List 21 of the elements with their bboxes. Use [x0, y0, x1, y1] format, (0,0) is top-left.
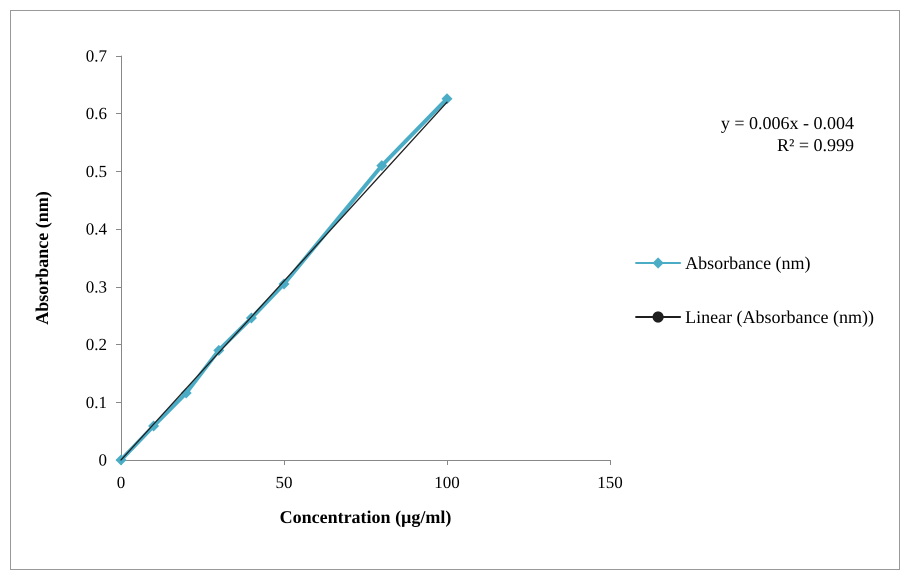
point [116, 454, 126, 466]
legend-label: Absorbance (nm) [685, 253, 811, 273]
y-tick-label: 0.4 [86, 220, 108, 239]
x-axis-title: Concentration (µg/ml) [280, 507, 452, 527]
y-axis-title: Absorbance (nm) [32, 191, 52, 325]
text: y = 0.006x - 0.004 [720, 113, 854, 133]
y-tick-label: 0.2 [86, 335, 107, 354]
text: R² = 0.999 [776, 135, 854, 155]
y-tick-label: 0.6 [86, 104, 107, 124]
point [376, 160, 388, 172]
x-tick-label: 100 [434, 473, 460, 492]
x-tick-label: 50 [276, 473, 292, 492]
point [442, 93, 452, 104]
y-tick-label: 0.1 [86, 392, 107, 412]
y-tick-label: 0.7 [86, 46, 108, 66]
y-tick-label: 0 [98, 450, 107, 470]
y-tick-label: 0.3 [86, 277, 107, 296]
x-tick-label: 150 [597, 473, 623, 492]
y-tick-label: 0.5 [86, 162, 107, 181]
legend-label: Linear (Absorbance (nm)) [685, 307, 874, 327]
x-tick-label: 0 [116, 473, 126, 492]
